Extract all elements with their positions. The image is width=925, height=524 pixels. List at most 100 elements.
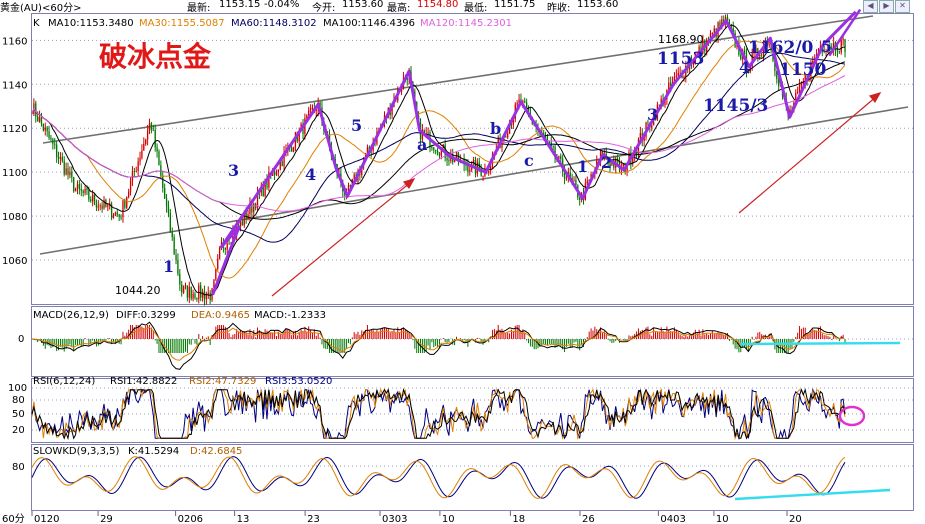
candle-down	[156, 147, 158, 152]
candle-down	[829, 46, 831, 48]
candle-up	[146, 130, 149, 140]
candle-down	[467, 165, 469, 172]
rsi1-value: RSI1:42.8822	[110, 376, 177, 387]
open-label: 今开:	[312, 3, 336, 14]
open-value: 1153.60	[342, 0, 384, 10]
candle-up	[711, 33, 714, 34]
candle-down	[241, 221, 244, 226]
candle-up	[253, 203, 255, 213]
indicator-annotations	[734, 341, 901, 501]
candle-up	[226, 243, 228, 250]
x-tick-label: 18	[512, 514, 525, 524]
ma-line-ma120	[31, 75, 846, 212]
ma120-legend: MA120:1145.2301	[420, 18, 512, 29]
candle-up	[76, 184, 79, 189]
candle-up	[796, 91, 799, 94]
y-tick-label: 1120	[2, 124, 27, 135]
candle-up	[632, 158, 634, 164]
candle-up	[692, 62, 695, 65]
candle-down	[78, 184, 81, 189]
candle-up	[84, 188, 86, 193]
candle-down	[228, 243, 230, 245]
kd-tick-80: 80	[12, 462, 25, 473]
candle-up	[660, 99, 662, 105]
candle-down	[760, 54, 763, 56]
candle-up	[277, 169, 280, 173]
candle-up	[44, 127, 46, 131]
candle-up	[599, 151, 602, 160]
macd-diff: DIFF:0.3299	[116, 310, 176, 321]
ma60-legend: MA60:1148.3102	[231, 18, 317, 29]
x-tick-label: 0303	[382, 514, 407, 524]
y-tick-label: 1140	[2, 80, 27, 91]
macd-diff-line	[31, 321, 844, 370]
last-price-value: 1153.15	[219, 0, 261, 10]
candle-up	[472, 160, 475, 162]
candle-down	[433, 147, 435, 150]
candle-up	[315, 110, 317, 111]
scroll-right-icon[interactable]: ▶	[879, 0, 894, 13]
channel-upper-line	[42, 15, 874, 144]
candle-up	[651, 125, 653, 128]
kline-prefix: K	[33, 18, 40, 29]
candle-up	[622, 163, 624, 167]
candle-up	[489, 163, 492, 171]
candle-down	[597, 159, 600, 161]
high-price-mark: 1168.90	[658, 33, 704, 46]
x-tick-label: 26	[582, 514, 595, 524]
candle-up	[143, 143, 145, 151]
candle-down	[552, 145, 554, 147]
candle-down	[80, 188, 82, 191]
candle-up	[213, 279, 215, 289]
x-tick-label: 0403	[660, 514, 685, 524]
wave-label-4: 4	[305, 165, 316, 184]
candle-down	[658, 104, 660, 106]
candle-up	[107, 205, 109, 207]
candle-up	[353, 174, 355, 180]
wave-breakout-segment	[828, 8, 862, 57]
candle-down	[175, 254, 177, 260]
candle-down	[42, 123, 45, 131]
kd-d-line	[31, 456, 846, 499]
wave-zigzag	[211, 10, 857, 296]
time-x-axis: 60分 0120 29 0206 13 23 0303 10 18 26 0403 10 20	[2, 511, 802, 524]
candle-up	[38, 117, 41, 122]
candle-up	[639, 133, 642, 140]
candle-down	[245, 212, 247, 220]
candle-up	[366, 147, 369, 154]
candle-up	[588, 179, 590, 182]
candle-up	[268, 172, 270, 188]
scroll-left-icon[interactable]: ◀	[863, 0, 878, 13]
candle-down	[169, 212, 172, 232]
macd-cyan-line	[739, 341, 901, 346]
wave-count-path	[211, 8, 862, 296]
candle-up	[586, 181, 588, 184]
candle-down	[319, 102, 321, 107]
candle-down	[48, 131, 50, 139]
candle-up	[512, 118, 515, 125]
last-price-label: 最新:	[187, 3, 211, 14]
candle-up	[507, 133, 509, 138]
wave-label-b: b	[490, 119, 501, 138]
close-icon[interactable]: ✕	[895, 0, 910, 13]
candle-up	[298, 129, 300, 142]
candle-up	[306, 115, 308, 119]
candle-down	[163, 187, 166, 199]
candle-up	[217, 258, 219, 269]
candle-up	[69, 171, 71, 176]
candle-up	[112, 215, 115, 218]
candle-up	[311, 108, 314, 109]
rsi-lines	[31, 387, 846, 441]
candle-down	[63, 160, 65, 175]
candle-down	[37, 116, 39, 122]
candle-up	[103, 199, 105, 209]
low-value: 1151.75	[494, 0, 536, 10]
candle-up	[675, 75, 678, 77]
candle-down	[88, 190, 90, 200]
candle-down	[525, 102, 528, 108]
x-tick-label: 23	[307, 514, 320, 524]
candle-down	[844, 39, 846, 52]
candle-down	[251, 203, 253, 213]
candle-down	[196, 297, 198, 300]
